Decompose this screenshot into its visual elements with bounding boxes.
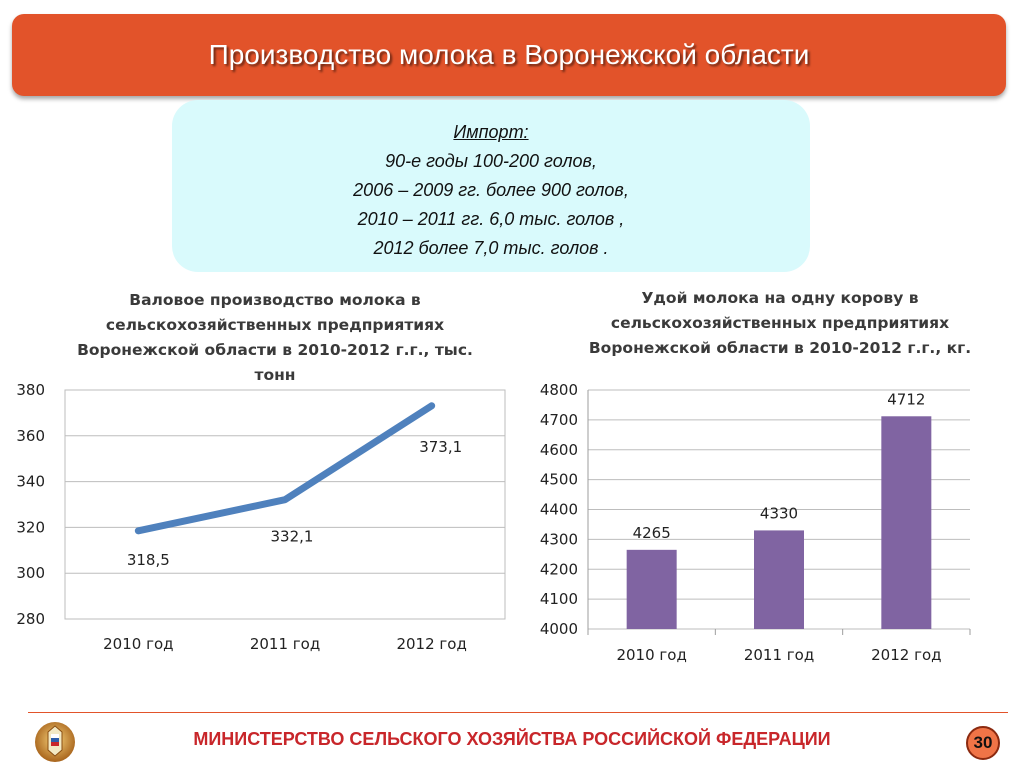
x-tick-label: 2012 год xyxy=(396,635,466,653)
y-tick-label: 360 xyxy=(16,427,45,445)
import-box: Импорт: 90-е годы 100-200 голов, 2006 – … xyxy=(172,100,810,272)
ministry-emblem-icon xyxy=(35,722,75,762)
import-line: 90-е годы 100-200 голов, xyxy=(385,151,597,171)
line-chart-title-line: Воронежской области в 2010-2012 г.г., ты… xyxy=(77,341,473,359)
line-chart-title-line: Валовое производство молока в xyxy=(129,291,421,309)
slide-title: Производство молока в Воронежской област… xyxy=(208,39,810,70)
x-tick-label: 2011 год xyxy=(744,646,814,664)
data-label: 332,1 xyxy=(271,528,314,546)
bar xyxy=(754,530,804,629)
y-tick-label: 280 xyxy=(16,610,45,628)
line-chart-title-line: сельскохозяйственных предприятиях xyxy=(105,316,445,334)
data-label: 4712 xyxy=(887,390,925,408)
line-chart: 280 300 320 340 360 380 2010 год 2011 год 2012 г… xyxy=(16,381,506,653)
y-tick-label: 4600 xyxy=(540,441,578,459)
import-line: 2012 более 7,0 тыс. голов . xyxy=(373,238,609,258)
series-line xyxy=(134,402,436,535)
bar xyxy=(626,549,677,629)
import-line: 2010 – 2011 гг. 6,0 тыс. голов , xyxy=(357,209,625,229)
x-tick-label: 2012 год xyxy=(871,646,941,664)
data-label: 4265 xyxy=(633,524,671,542)
line-chart-title-line: тонн xyxy=(254,366,296,384)
bar-chart-title-line: Удой молока на одну корову в xyxy=(641,289,919,307)
y-tick-label: 4800 xyxy=(540,381,578,399)
data-point xyxy=(284,498,286,501)
data-label: 4330 xyxy=(760,504,798,522)
bar-chart-title: Удой молока на одну корову в сельскохозя… xyxy=(540,286,1020,361)
x-tick-label: 2010 год xyxy=(616,646,686,664)
y-tick-label: 4700 xyxy=(540,411,578,429)
x-tick-label: 2010 год xyxy=(103,635,173,653)
bar-chart-title-line: Воронежской области в 2010-2012 г.г., кг… xyxy=(588,339,972,357)
y-tick-label: 300 xyxy=(16,564,45,582)
y-tick-label: 4000 xyxy=(540,620,578,638)
data-label: 318,5 xyxy=(127,551,170,569)
y-tick-label: 4300 xyxy=(540,530,578,548)
footer-divider xyxy=(28,712,1008,713)
x-tick-label: 2011 год xyxy=(250,635,320,653)
data-label: 373,1 xyxy=(419,438,462,456)
title-bar: Производство молока в Воронежской област… xyxy=(12,14,1006,96)
line-chart-title: Валовое производство молока в сельскохоз… xyxy=(40,288,510,388)
page-number-badge: 30 xyxy=(966,726,1000,760)
y-tick-label: 340 xyxy=(16,473,45,491)
y-tick-label: 380 xyxy=(16,381,45,399)
y-tick-label: 4500 xyxy=(540,471,578,489)
y-tick-label: 4100 xyxy=(540,590,578,608)
data-point xyxy=(430,404,433,407)
y-tick-label: 4400 xyxy=(540,501,578,519)
y-tick-label: 4200 xyxy=(540,560,578,578)
plot-area-border xyxy=(64,389,506,620)
footer-ministry-name: МИНИСТЕРСТВО СЕЛЬСКОГО ХОЗЯЙСТВА РОССИЙС… xyxy=(193,729,831,749)
data-point xyxy=(137,529,140,532)
y-tick-label: 320 xyxy=(16,518,45,536)
bar-chart-title-line: сельскохозяйственных предприятиях xyxy=(610,314,950,332)
bar-chart: 4000 4100 4200 4300 4400 4500 4600 4700 4800 4265… xyxy=(540,381,971,664)
bar xyxy=(881,416,932,629)
import-heading: Импорт: xyxy=(453,122,529,142)
import-line: 2006 – 2009 гг. более 900 голов, xyxy=(353,180,629,200)
